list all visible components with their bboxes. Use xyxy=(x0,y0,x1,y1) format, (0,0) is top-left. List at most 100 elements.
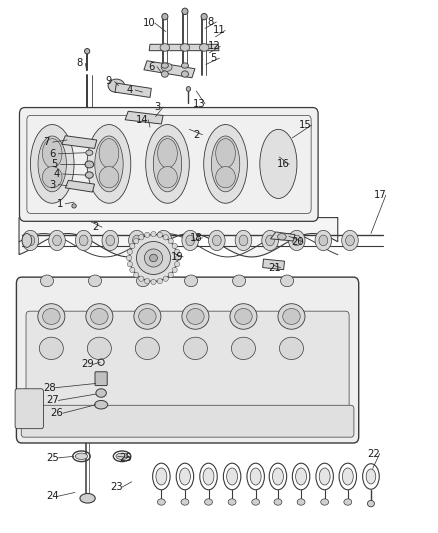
Ellipse shape xyxy=(162,13,168,20)
Ellipse shape xyxy=(108,79,125,92)
Polygon shape xyxy=(62,136,97,149)
Ellipse shape xyxy=(157,278,162,284)
Polygon shape xyxy=(144,61,195,78)
Ellipse shape xyxy=(88,275,102,287)
Ellipse shape xyxy=(145,278,150,284)
Ellipse shape xyxy=(296,468,307,485)
Ellipse shape xyxy=(266,235,275,246)
Ellipse shape xyxy=(163,235,168,240)
Ellipse shape xyxy=(252,499,260,505)
Ellipse shape xyxy=(151,231,156,237)
Ellipse shape xyxy=(80,494,95,503)
Ellipse shape xyxy=(344,499,352,505)
Ellipse shape xyxy=(186,86,191,91)
Ellipse shape xyxy=(42,166,62,188)
Ellipse shape xyxy=(38,136,67,192)
Text: 3: 3 xyxy=(154,102,160,112)
Text: 9: 9 xyxy=(106,77,112,86)
Text: 8: 8 xyxy=(76,59,82,68)
Text: 25: 25 xyxy=(119,453,131,463)
Ellipse shape xyxy=(181,499,189,505)
Text: 28: 28 xyxy=(43,383,56,393)
Ellipse shape xyxy=(228,499,236,505)
Ellipse shape xyxy=(129,230,145,251)
Ellipse shape xyxy=(53,235,61,246)
Ellipse shape xyxy=(137,241,170,274)
Ellipse shape xyxy=(278,233,286,240)
Ellipse shape xyxy=(137,275,150,287)
Ellipse shape xyxy=(230,304,257,329)
Text: 13: 13 xyxy=(193,99,206,109)
Ellipse shape xyxy=(156,468,167,485)
Text: 5: 5 xyxy=(211,53,217,63)
Ellipse shape xyxy=(79,235,88,246)
Ellipse shape xyxy=(319,468,330,485)
Text: 17: 17 xyxy=(374,190,387,200)
Ellipse shape xyxy=(184,337,208,360)
Ellipse shape xyxy=(139,276,144,281)
Ellipse shape xyxy=(175,255,180,261)
Text: 22: 22 xyxy=(367,449,380,458)
Ellipse shape xyxy=(99,139,119,168)
Ellipse shape xyxy=(134,238,139,244)
Ellipse shape xyxy=(260,130,297,198)
Ellipse shape xyxy=(346,235,354,246)
Text: 18: 18 xyxy=(190,233,203,243)
Ellipse shape xyxy=(42,309,60,325)
Ellipse shape xyxy=(182,8,188,14)
Ellipse shape xyxy=(159,235,168,246)
Ellipse shape xyxy=(181,71,188,77)
Ellipse shape xyxy=(22,230,39,251)
Ellipse shape xyxy=(172,267,177,272)
Ellipse shape xyxy=(158,166,177,188)
Ellipse shape xyxy=(130,235,177,281)
Ellipse shape xyxy=(279,337,304,360)
Text: 20: 20 xyxy=(291,237,304,247)
Ellipse shape xyxy=(203,468,214,485)
Text: 4: 4 xyxy=(53,169,60,179)
Ellipse shape xyxy=(146,125,189,203)
Ellipse shape xyxy=(235,230,252,251)
Ellipse shape xyxy=(157,232,162,238)
Ellipse shape xyxy=(212,235,221,246)
Text: 1: 1 xyxy=(57,199,63,209)
Text: 5: 5 xyxy=(51,159,57,169)
Ellipse shape xyxy=(133,235,141,246)
Ellipse shape xyxy=(145,232,150,238)
Ellipse shape xyxy=(158,139,177,168)
Ellipse shape xyxy=(367,500,374,507)
Ellipse shape xyxy=(233,275,246,287)
Ellipse shape xyxy=(216,166,235,188)
Ellipse shape xyxy=(150,254,157,262)
Ellipse shape xyxy=(86,304,113,329)
Ellipse shape xyxy=(180,468,191,485)
Ellipse shape xyxy=(95,400,108,409)
Polygon shape xyxy=(19,217,338,257)
Ellipse shape xyxy=(174,249,180,254)
Polygon shape xyxy=(125,111,163,124)
FancyBboxPatch shape xyxy=(26,311,349,411)
Ellipse shape xyxy=(184,275,198,287)
Ellipse shape xyxy=(39,337,64,360)
Ellipse shape xyxy=(205,499,212,505)
Ellipse shape xyxy=(116,453,128,459)
Ellipse shape xyxy=(181,63,188,68)
Ellipse shape xyxy=(106,235,115,246)
Text: 11: 11 xyxy=(212,26,226,36)
Polygon shape xyxy=(271,232,295,241)
Ellipse shape xyxy=(134,304,161,329)
FancyBboxPatch shape xyxy=(19,108,318,221)
Ellipse shape xyxy=(49,230,65,251)
Text: 6: 6 xyxy=(49,149,55,159)
Text: 27: 27 xyxy=(46,395,59,406)
Ellipse shape xyxy=(204,125,247,203)
Ellipse shape xyxy=(157,499,165,505)
Ellipse shape xyxy=(72,204,76,208)
Text: 7: 7 xyxy=(43,137,50,147)
Polygon shape xyxy=(149,44,219,51)
Ellipse shape xyxy=(321,499,328,505)
Ellipse shape xyxy=(212,136,240,192)
Ellipse shape xyxy=(87,125,131,203)
Ellipse shape xyxy=(42,139,62,168)
FancyBboxPatch shape xyxy=(15,389,43,429)
